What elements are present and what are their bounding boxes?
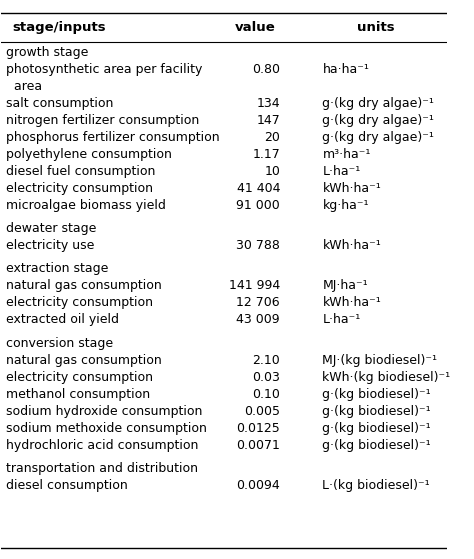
Text: growth stage: growth stage [6, 46, 88, 59]
Text: 41 404: 41 404 [237, 182, 280, 195]
Text: 147: 147 [256, 114, 280, 127]
Text: natural gas consumption: natural gas consumption [6, 280, 162, 292]
Text: 20: 20 [264, 131, 280, 144]
Text: 91 000: 91 000 [237, 200, 280, 212]
Text: L·(kg biodiesel)⁻¹: L·(kg biodiesel)⁻¹ [322, 479, 430, 492]
Text: phosphorus fertilizer consumption: phosphorus fertilizer consumption [6, 131, 219, 144]
Text: 0.80: 0.80 [252, 63, 280, 76]
Text: 30 788: 30 788 [236, 239, 280, 252]
Text: g·(kg biodiesel)⁻¹: g·(kg biodiesel)⁻¹ [322, 387, 431, 401]
Text: polyethylene consumption: polyethylene consumption [6, 148, 172, 161]
Text: photosynthetic area per facility: photosynthetic area per facility [6, 63, 202, 76]
Text: m³·ha⁻¹: m³·ha⁻¹ [322, 148, 371, 161]
Text: electricity consumption: electricity consumption [6, 182, 153, 195]
Text: conversion stage: conversion stage [6, 337, 113, 349]
Text: diesel consumption: diesel consumption [6, 479, 128, 492]
Text: MJ·ha⁻¹: MJ·ha⁻¹ [322, 280, 368, 292]
Text: kWh·(kg biodiesel)⁻¹: kWh·(kg biodiesel)⁻¹ [322, 371, 451, 383]
Text: nitrogen fertilizer consumption: nitrogen fertilizer consumption [6, 114, 199, 127]
Text: microalgae biomass yield: microalgae biomass yield [6, 200, 166, 212]
Text: extraction stage: extraction stage [6, 262, 108, 276]
Text: stage/inputs: stage/inputs [12, 21, 106, 34]
Text: g·(kg dry algae)⁻¹: g·(kg dry algae)⁻¹ [322, 97, 434, 110]
Text: sodium methoxide consumption: sodium methoxide consumption [6, 421, 207, 435]
Text: L·ha⁻¹: L·ha⁻¹ [322, 165, 361, 178]
Text: kWh·ha⁻¹: kWh·ha⁻¹ [322, 182, 381, 195]
Text: 10: 10 [264, 165, 280, 178]
Text: g·(kg dry algae)⁻¹: g·(kg dry algae)⁻¹ [322, 114, 434, 127]
Text: 0.0094: 0.0094 [237, 479, 280, 492]
Text: electricity consumption: electricity consumption [6, 296, 153, 310]
Text: value: value [235, 21, 276, 34]
Text: kWh·ha⁻¹: kWh·ha⁻¹ [322, 239, 381, 252]
Text: g·(kg biodiesel)⁻¹: g·(kg biodiesel)⁻¹ [322, 405, 431, 418]
Text: kg·ha⁻¹: kg·ha⁻¹ [322, 200, 369, 212]
Text: g·(kg biodiesel)⁻¹: g·(kg biodiesel)⁻¹ [322, 439, 431, 452]
Text: natural gas consumption: natural gas consumption [6, 353, 162, 367]
Text: 43 009: 43 009 [237, 314, 280, 326]
Text: units: units [357, 21, 395, 34]
Text: g·(kg biodiesel)⁻¹: g·(kg biodiesel)⁻¹ [322, 421, 431, 435]
Text: electricity use: electricity use [6, 239, 94, 252]
Text: kWh·ha⁻¹: kWh·ha⁻¹ [322, 296, 381, 310]
Text: diesel fuel consumption: diesel fuel consumption [6, 165, 155, 178]
Text: 0.0125: 0.0125 [237, 421, 280, 435]
Text: ha·ha⁻¹: ha·ha⁻¹ [322, 63, 369, 76]
Text: electricity consumption: electricity consumption [6, 371, 153, 383]
Text: sodium hydroxide consumption: sodium hydroxide consumption [6, 405, 202, 418]
Text: hydrochloric acid consumption: hydrochloric acid consumption [6, 439, 198, 452]
Text: 0.0071: 0.0071 [236, 439, 280, 452]
Text: salt consumption: salt consumption [6, 97, 113, 110]
Text: 1.17: 1.17 [252, 148, 280, 161]
Text: g·(kg dry algae)⁻¹: g·(kg dry algae)⁻¹ [322, 131, 434, 144]
Text: 2.10: 2.10 [252, 353, 280, 367]
Text: 134: 134 [256, 97, 280, 110]
Text: 0.10: 0.10 [252, 387, 280, 401]
Text: extracted oil yield: extracted oil yield [6, 314, 119, 326]
Text: 12 706: 12 706 [237, 296, 280, 310]
Text: methanol consumption: methanol consumption [6, 387, 150, 401]
Text: MJ·(kg biodiesel)⁻¹: MJ·(kg biodiesel)⁻¹ [322, 353, 438, 367]
Text: dewater stage: dewater stage [6, 222, 96, 235]
Text: area: area [6, 80, 42, 93]
Text: 0.03: 0.03 [252, 371, 280, 383]
Text: L·ha⁻¹: L·ha⁻¹ [322, 314, 361, 326]
Text: 141 994: 141 994 [229, 280, 280, 292]
Text: 0.005: 0.005 [244, 405, 280, 418]
Text: transportation and distribution: transportation and distribution [6, 462, 198, 475]
